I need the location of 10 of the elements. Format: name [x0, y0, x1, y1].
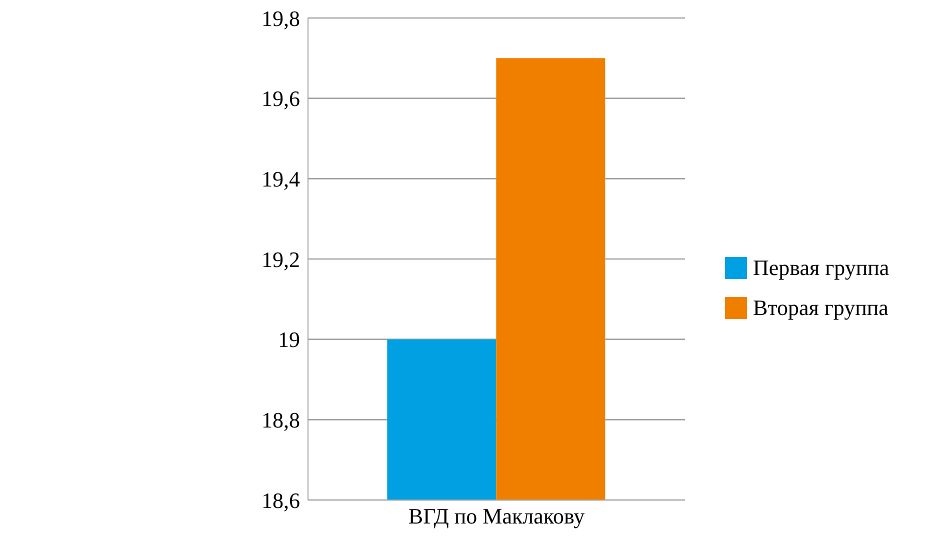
- y-tick-label: 19,4: [262, 166, 300, 192]
- y-tick-label: 19: [278, 327, 300, 352]
- y-tick-label: 19,2: [262, 246, 300, 272]
- x-tick-label: ВГД по Маклакову: [408, 504, 585, 529]
- y-tick-label: 19,8: [262, 6, 300, 31]
- legend-label: Первая группа: [753, 255, 890, 281]
- y-tick-label: 18,8: [262, 407, 300, 432]
- legend-label: Вторая группа: [753, 295, 888, 321]
- y-tick-label: 19,6: [262, 86, 300, 112]
- y-tick-label: 18,6: [262, 488, 300, 513]
